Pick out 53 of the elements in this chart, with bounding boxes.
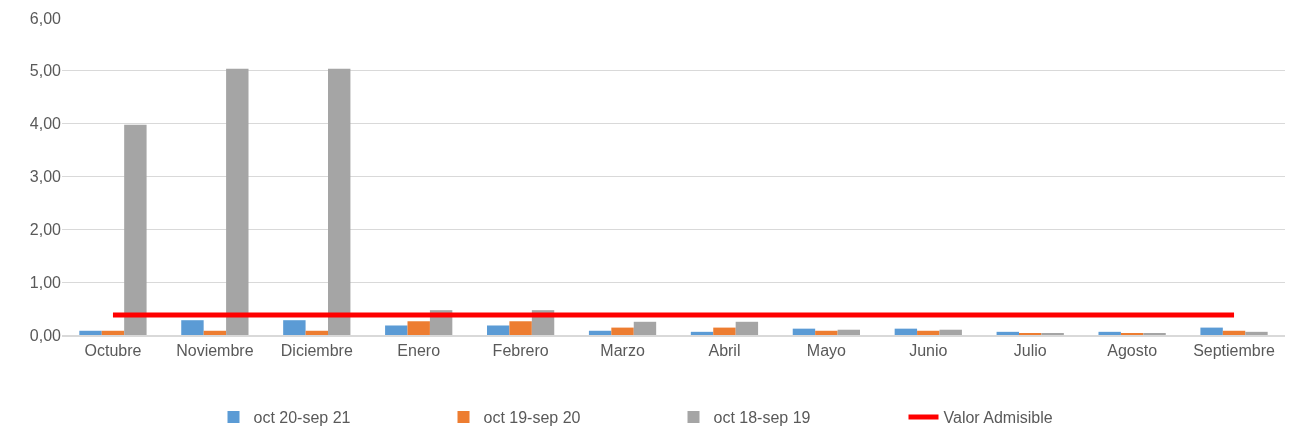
bar xyxy=(588,330,612,335)
bar xyxy=(939,329,962,335)
legend-label: oct 18-sep 19 xyxy=(713,409,811,427)
x-tick-label: Marzo xyxy=(600,341,645,359)
legend-label: Valor Admisible xyxy=(943,409,1053,427)
y-tick-label: 4,00 xyxy=(29,115,62,133)
bar xyxy=(181,320,204,335)
bar xyxy=(837,329,861,335)
bar xyxy=(203,330,227,335)
x-tick-label: Agosto xyxy=(1107,341,1158,359)
bar xyxy=(407,321,430,335)
x-tick-label: Febrero xyxy=(492,341,549,359)
bar xyxy=(1245,331,1268,335)
y-tick-label: 6,00 xyxy=(29,9,62,27)
bar xyxy=(101,330,125,335)
x-tick-label: Enero xyxy=(397,341,441,359)
bar xyxy=(917,330,940,335)
x-tick-label: Julio xyxy=(1013,341,1047,359)
bar xyxy=(1222,330,1246,335)
bar xyxy=(328,68,351,335)
y-tick-label: 0,00 xyxy=(29,326,62,344)
bar xyxy=(996,331,1019,335)
bar xyxy=(894,328,918,335)
bar xyxy=(690,331,714,335)
x-tick-label: Septiembre xyxy=(1193,341,1276,359)
x-tick-label: Abril xyxy=(708,341,741,359)
bar xyxy=(283,320,306,335)
x-tick-label: Octubre xyxy=(84,341,142,359)
bar xyxy=(79,330,102,335)
bar xyxy=(305,330,328,335)
y-tick-label: 2,00 xyxy=(29,220,62,238)
x-tick-label: Junio xyxy=(909,341,948,359)
bar xyxy=(1098,331,1121,335)
bar xyxy=(713,327,736,335)
x-tick-label: Mayo xyxy=(806,341,847,359)
x-tick-label: Diciembre xyxy=(280,341,353,359)
y-tick-label: 5,00 xyxy=(29,62,62,80)
bar xyxy=(385,325,408,335)
bar xyxy=(486,325,510,335)
x-tick-label: Noviembre xyxy=(176,341,254,359)
legend-label: oct 20-sep 21 xyxy=(253,409,351,427)
y-tick-label: 3,00 xyxy=(29,168,62,186)
bar xyxy=(124,124,147,335)
y-tick-label: 1,00 xyxy=(29,273,62,291)
bar xyxy=(509,321,532,335)
bar xyxy=(611,327,634,335)
bar xyxy=(633,321,657,335)
bar xyxy=(792,328,816,335)
legend-label: oct 19-sep 20 xyxy=(483,409,581,427)
bar xyxy=(815,330,838,335)
bar xyxy=(226,68,249,335)
bar xyxy=(1200,327,1223,335)
bar xyxy=(735,321,759,335)
